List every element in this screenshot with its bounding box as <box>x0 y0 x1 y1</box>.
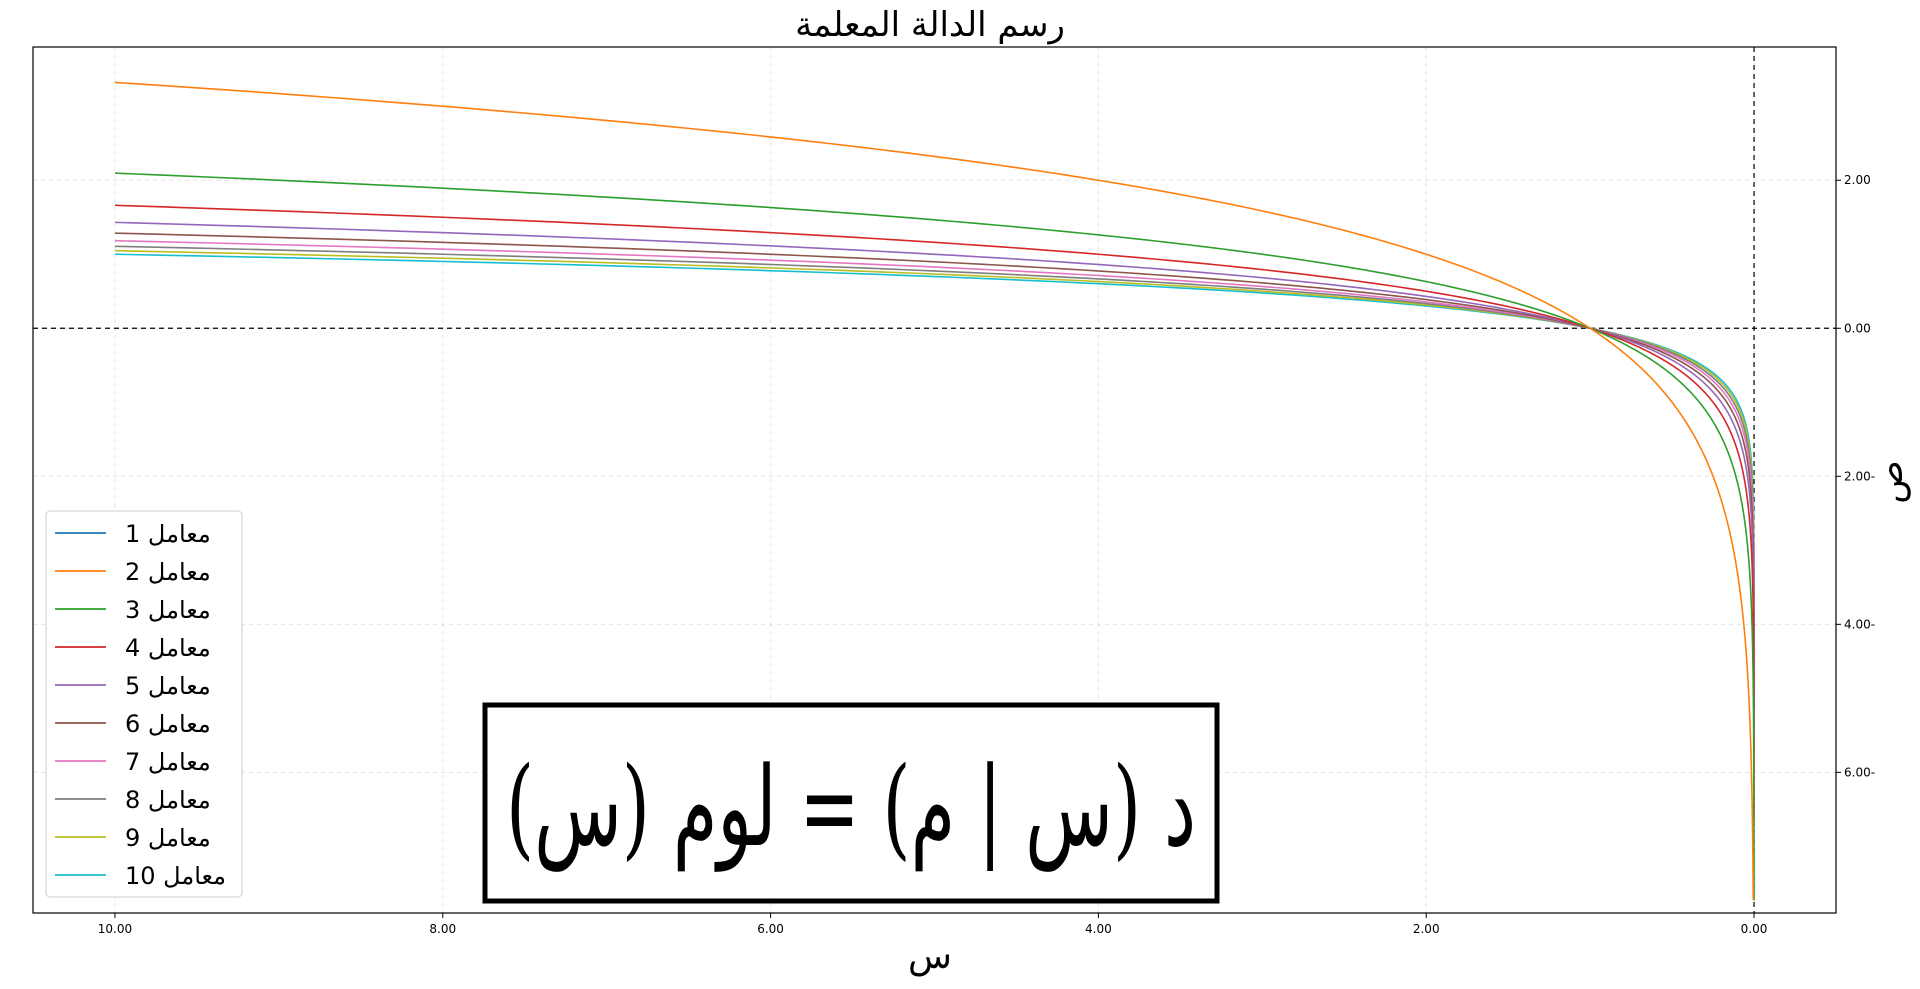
legend-item-9: معامل 9 <box>55 824 211 852</box>
x-tick-label: 6.00 <box>757 922 784 936</box>
legend-item-8: معامل 8 <box>55 786 211 814</box>
series-line-2 <box>114 81 1755 900</box>
series-line-6 <box>114 232 1755 709</box>
series-lines <box>114 81 1755 901</box>
formula-frame <box>482 702 1220 904</box>
series-line-3 <box>114 172 1755 901</box>
legend-item-2: معامل 2 <box>55 558 211 586</box>
y-axis-label: ص <box>1870 460 1911 504</box>
legend-label: معامل 1 <box>125 520 211 548</box>
legend-item-6: معامل 6 <box>55 710 211 738</box>
legend-label: معامل 2 <box>125 558 211 586</box>
x-tick-label: 8.00 <box>429 922 456 936</box>
legend-item-7: معامل 7 <box>55 748 211 776</box>
legend-label: معامل 9 <box>125 824 211 852</box>
chart-title: رسم الدالة المعلمة <box>795 5 1065 45</box>
plot-frame <box>32 46 1837 914</box>
legend: معامل 1 معامل 2 معامل 3 معامل 4 معامل 5 معامل… <box>45 510 243 898</box>
y-tick-label: 2.00 <box>1844 173 1871 187</box>
x-tick-label: 10.00 <box>98 922 132 936</box>
series-line-8 <box>114 245 1755 657</box>
legend-label: معامل 5 <box>125 672 211 700</box>
y-tick-label: 6.00- <box>1844 765 1875 779</box>
x-axis-ticks: 10.00 8.00 6.00 4.00 2.00 0.00 <box>98 913 1768 936</box>
y-tick-label: 4.00- <box>1844 617 1875 631</box>
legend-item-1: معامل 1 <box>55 520 211 548</box>
x-axis-label: س <box>908 936 952 977</box>
y-tick-label: 0.00 <box>1844 321 1871 335</box>
legend-label: معامل 4 <box>125 634 211 662</box>
x-tick-label: 2.00 <box>1413 922 1440 936</box>
legend-item-5: معامل 5 <box>55 672 211 700</box>
legend-label: معامل 10 <box>125 862 226 890</box>
legend-label: معامل 8 <box>125 786 211 814</box>
legend-label: معامل 6 <box>125 710 211 738</box>
formula-box: د (س | م) = لوم (س) <box>482 702 1220 904</box>
x-tick-label: 4.00 <box>1085 922 1112 936</box>
y-tick-label: 2.00- <box>1844 469 1875 483</box>
legend-item-3: معامل 3 <box>55 596 211 624</box>
y-axis-ticks: 2.00 0.00 2.00- 4.00- 6.00- <box>1836 173 1875 779</box>
legend-item-4: معامل 4 <box>55 634 211 662</box>
series-line-5 <box>114 221 1755 752</box>
formula-text: د (س | م) = لوم (س) <box>506 743 1196 872</box>
legend-label: معامل 3 <box>125 596 211 624</box>
legend-label: معامل 7 <box>125 748 211 776</box>
x-tick-label: 0.00 <box>1741 922 1768 936</box>
legend-frame <box>45 510 243 898</box>
legend-item-10: معامل 10 <box>55 862 226 890</box>
